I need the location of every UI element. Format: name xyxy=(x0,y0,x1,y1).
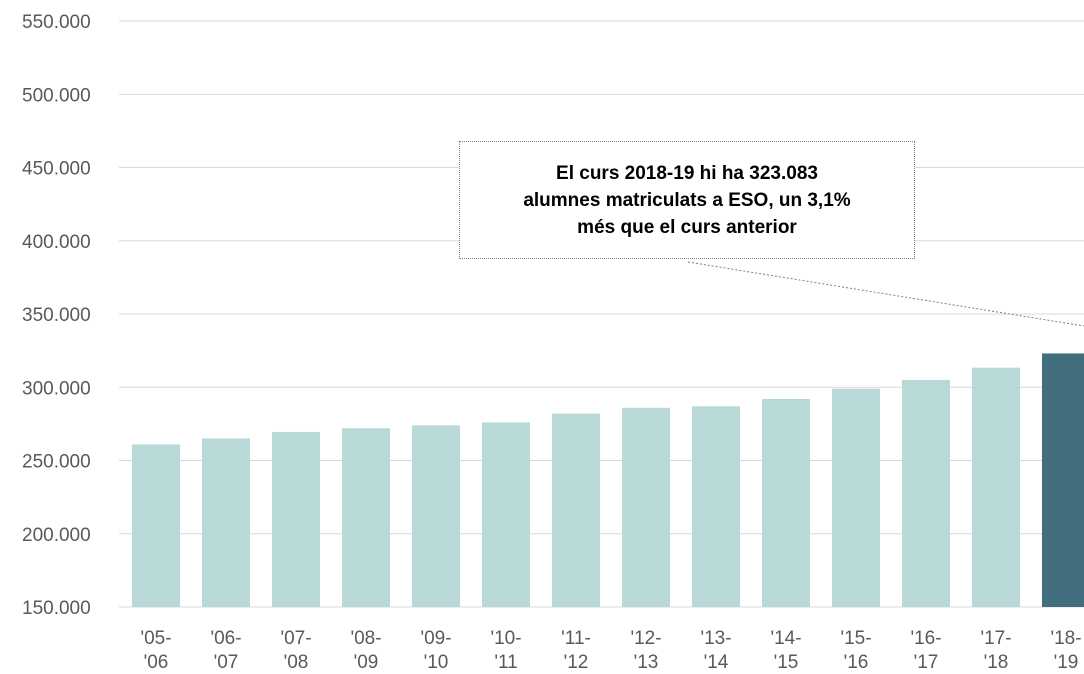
x-tick-label: '06-'07 xyxy=(210,628,241,673)
x-tick-label: '17-'18 xyxy=(980,628,1011,673)
bar xyxy=(1042,353,1084,607)
bar xyxy=(482,422,530,607)
x-tick-label: '05-'06 xyxy=(140,628,171,673)
bar xyxy=(342,428,390,607)
x-tick-label: '09-'10 xyxy=(420,628,451,673)
x-tick-label: '14-'15 xyxy=(770,628,801,673)
bar xyxy=(202,438,250,607)
bar xyxy=(762,398,810,607)
x-tick-label: '10-'11 xyxy=(490,628,521,673)
x-tick-label: '15-'16 xyxy=(840,628,871,673)
x-tick-label: '16-'17 xyxy=(910,628,941,673)
bar xyxy=(272,431,320,607)
y-tick-label: 450.000 xyxy=(22,159,91,180)
bar xyxy=(132,444,180,607)
y-tick-label: 200.000 xyxy=(22,525,91,546)
bar xyxy=(412,425,460,607)
y-tick-label: 400.000 xyxy=(22,232,91,253)
bar xyxy=(832,388,880,607)
bar xyxy=(552,413,600,607)
y-tick-label: 350.000 xyxy=(22,305,91,326)
y-tick-label: 250.000 xyxy=(22,452,91,473)
bar xyxy=(972,367,1020,607)
x-tick-label: '08-'09 xyxy=(350,628,381,673)
y-tick-label: 300.000 xyxy=(22,378,91,399)
bar xyxy=(902,379,950,607)
x-tick-label: '11-'12 xyxy=(561,628,591,673)
annotation: El curs 2018-19 hi ha 323.083 alumnes ma… xyxy=(459,141,915,259)
x-tick-label: '12-'13 xyxy=(630,628,661,673)
y-tick-label: 500.000 xyxy=(22,85,91,106)
y-tick-label: 150.000 xyxy=(22,598,91,619)
y-tick-label: 550.000 xyxy=(22,12,91,33)
bar xyxy=(692,406,740,607)
x-tick-label: '13-'14 xyxy=(700,628,731,673)
bar xyxy=(622,407,670,607)
leader-line xyxy=(687,261,1084,327)
x-tick-label: '07-'08 xyxy=(280,628,311,673)
x-tick-label: '18-'19 xyxy=(1050,628,1081,673)
